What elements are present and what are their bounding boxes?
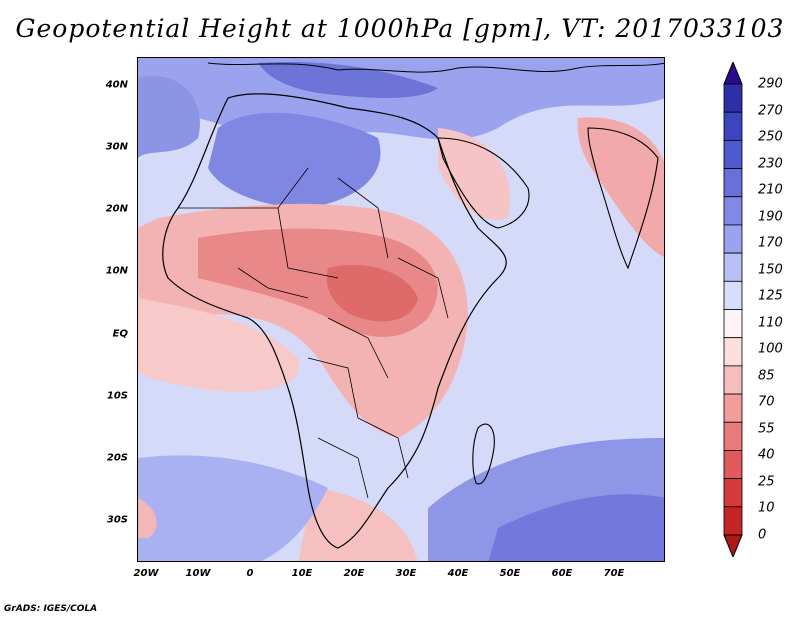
lon-label-10e: 10E	[291, 568, 313, 579]
colorbar-level-label: 110	[758, 315, 783, 331]
lon-label-20w: 20W	[133, 568, 159, 579]
colorbar-level-label: 190	[758, 209, 783, 225]
lat-label-20n: 20N	[105, 203, 128, 215]
colorbar-level-label: 85	[758, 368, 775, 384]
colorbar-segment	[723, 111, 743, 141]
sahara-high	[208, 112, 381, 208]
lat-label-30n: 30N	[105, 141, 128, 153]
country-borders	[178, 167, 449, 499]
lat-label-eq: EQ	[112, 328, 128, 340]
europe-coastline	[207, 62, 664, 73]
colorbar-segment	[723, 337, 743, 367]
arabia-warm-zone	[438, 128, 510, 220]
map-panel	[137, 57, 665, 562]
colorbar-level-label: 100	[758, 341, 783, 357]
lat-label-10s: 10S	[106, 390, 128, 402]
map-title: Geopotential Height at 1000hPa [gpm], VT…	[15, 14, 785, 43]
footer-credit: GrADS: IGES/COLA	[4, 604, 98, 614]
lon-label-20e: 20E	[343, 568, 365, 579]
colorbar-level-label: 125	[758, 288, 783, 304]
colorbar-level-label: 70	[758, 394, 775, 410]
colorbar-segment	[723, 280, 743, 310]
cape-warm-patch	[138, 498, 157, 538]
lon-label-50e: 50E	[499, 568, 521, 579]
colorbar-level-label: 150	[758, 262, 783, 278]
lon-label-30e: 30E	[395, 568, 417, 579]
arabia-coastline	[437, 137, 530, 229]
colorbar-top-arrow	[723, 62, 743, 85]
colorbar-segment	[723, 309, 743, 339]
colorbar-segment	[723, 393, 743, 423]
colorbar-level-label: 25	[758, 474, 775, 490]
colorbar-level-label: 230	[758, 156, 783, 172]
lon-label-40e: 40E	[447, 568, 469, 579]
colorbar-segment	[723, 450, 743, 480]
madagascar-coastline	[472, 423, 495, 485]
lat-label-40n: 40N	[105, 79, 128, 91]
atlantic-high	[138, 76, 200, 158]
colorbar-segment	[723, 478, 743, 508]
colorbar-segment	[723, 252, 743, 282]
mediterranean-band	[258, 62, 438, 98]
colorbar-level-label: 250	[758, 129, 783, 145]
colorbar-level-label: 290	[758, 76, 783, 92]
atlantic-warm-zone	[138, 298, 300, 392]
colorbar-segment	[723, 224, 743, 254]
lon-label-10w: 10W	[185, 568, 211, 579]
colorbar-segment	[723, 196, 743, 226]
colorbar-segment	[723, 506, 743, 536]
colorbar-segment	[723, 83, 743, 113]
colorbar-segment	[723, 365, 743, 395]
lon-label-0: 0	[246, 568, 254, 579]
lat-label-10n: 10N	[105, 265, 128, 277]
lon-label-60e: 60E	[551, 568, 573, 579]
colorbar-level-label: 270	[758, 103, 783, 119]
colorbar-segment	[723, 421, 743, 451]
colorbar	[723, 62, 743, 557]
colorbar-level-label: 0	[758, 527, 767, 543]
indian-ocean-deep	[488, 494, 664, 561]
colorbar-level-label: 170	[758, 235, 783, 251]
colorbar-level-label: 210	[758, 182, 783, 198]
colorbar-level-label: 55	[758, 421, 775, 437]
india-coastline	[587, 127, 659, 270]
colorbar-level-label: 40	[758, 447, 775, 463]
lat-label-20s: 20S	[106, 452, 128, 464]
central-hot-core	[326, 264, 418, 322]
south-cool-zone	[138, 455, 328, 561]
lat-label-30s: 30S	[106, 514, 128, 526]
southern-africa-warm	[298, 488, 418, 561]
india-warm-zone	[577, 117, 664, 257]
colorbar-segment	[723, 139, 743, 169]
colorbar-level-label: 10	[758, 500, 775, 516]
colorbar-bottom-arrow	[723, 534, 743, 557]
lon-label-70e: 70E	[603, 568, 625, 579]
colorbar-segment	[723, 168, 743, 198]
